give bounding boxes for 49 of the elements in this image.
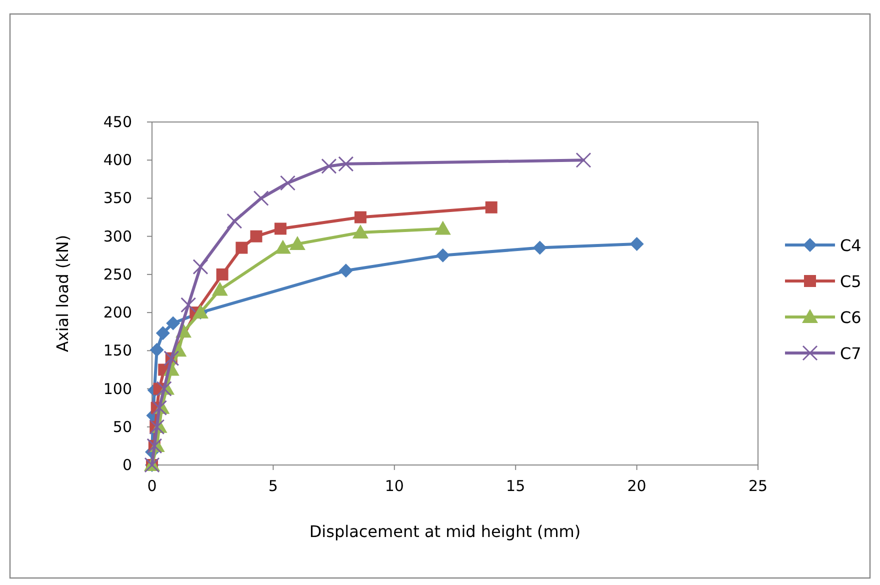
- y-tick-label: 100: [103, 380, 132, 398]
- x-axis-title: Displacement at mid height (mm): [309, 522, 581, 541]
- point: [192, 259, 208, 275]
- point: [485, 201, 498, 214]
- x-tick-label: 10: [384, 477, 404, 495]
- point: [216, 268, 228, 280]
- point: [156, 326, 170, 340]
- point: [250, 230, 262, 242]
- y-tick-label: 0: [122, 456, 132, 474]
- point: [226, 213, 242, 229]
- point: [180, 297, 196, 313]
- x-tick-label: 0: [147, 477, 157, 495]
- y-tick-label: 400: [103, 151, 132, 170]
- x-tick-label: 25: [748, 477, 768, 495]
- point: [236, 242, 248, 254]
- y-tick-label: 50: [112, 418, 132, 436]
- point: [274, 240, 291, 254]
- point: [338, 156, 354, 172]
- point: [434, 220, 451, 235]
- point: [352, 224, 368, 239]
- y-tick-label: 250: [103, 265, 132, 284]
- legend-label: C4: [840, 236, 862, 255]
- y-tick-label: 150: [103, 342, 132, 360]
- y-tick-label: 200: [103, 304, 132, 322]
- point: [166, 316, 180, 330]
- point: [354, 211, 366, 224]
- legend-label: C7: [840, 344, 862, 363]
- point: [289, 236, 306, 250]
- x-tick-label: 20: [627, 477, 646, 495]
- legend-label: C5: [840, 272, 862, 291]
- y-tick-label: 450: [103, 113, 132, 131]
- point: [338, 264, 353, 278]
- point: [253, 190, 269, 206]
- point: [150, 342, 164, 357]
- point: [212, 282, 228, 296]
- point: [321, 158, 337, 174]
- point: [436, 248, 450, 262]
- x-tick-label: 5: [268, 477, 278, 495]
- point: [532, 240, 547, 255]
- legend-label: C6: [840, 308, 862, 327]
- y-tick-label: 300: [103, 227, 132, 246]
- point: [156, 381, 172, 397]
- x-tick-label: 15: [506, 477, 526, 495]
- y-tick-label: 350: [103, 189, 132, 208]
- point: [280, 175, 296, 191]
- point: [576, 152, 592, 168]
- point: [274, 222, 286, 235]
- point: [630, 236, 644, 251]
- y-axis-title: Axial load (kN): [53, 234, 72, 352]
